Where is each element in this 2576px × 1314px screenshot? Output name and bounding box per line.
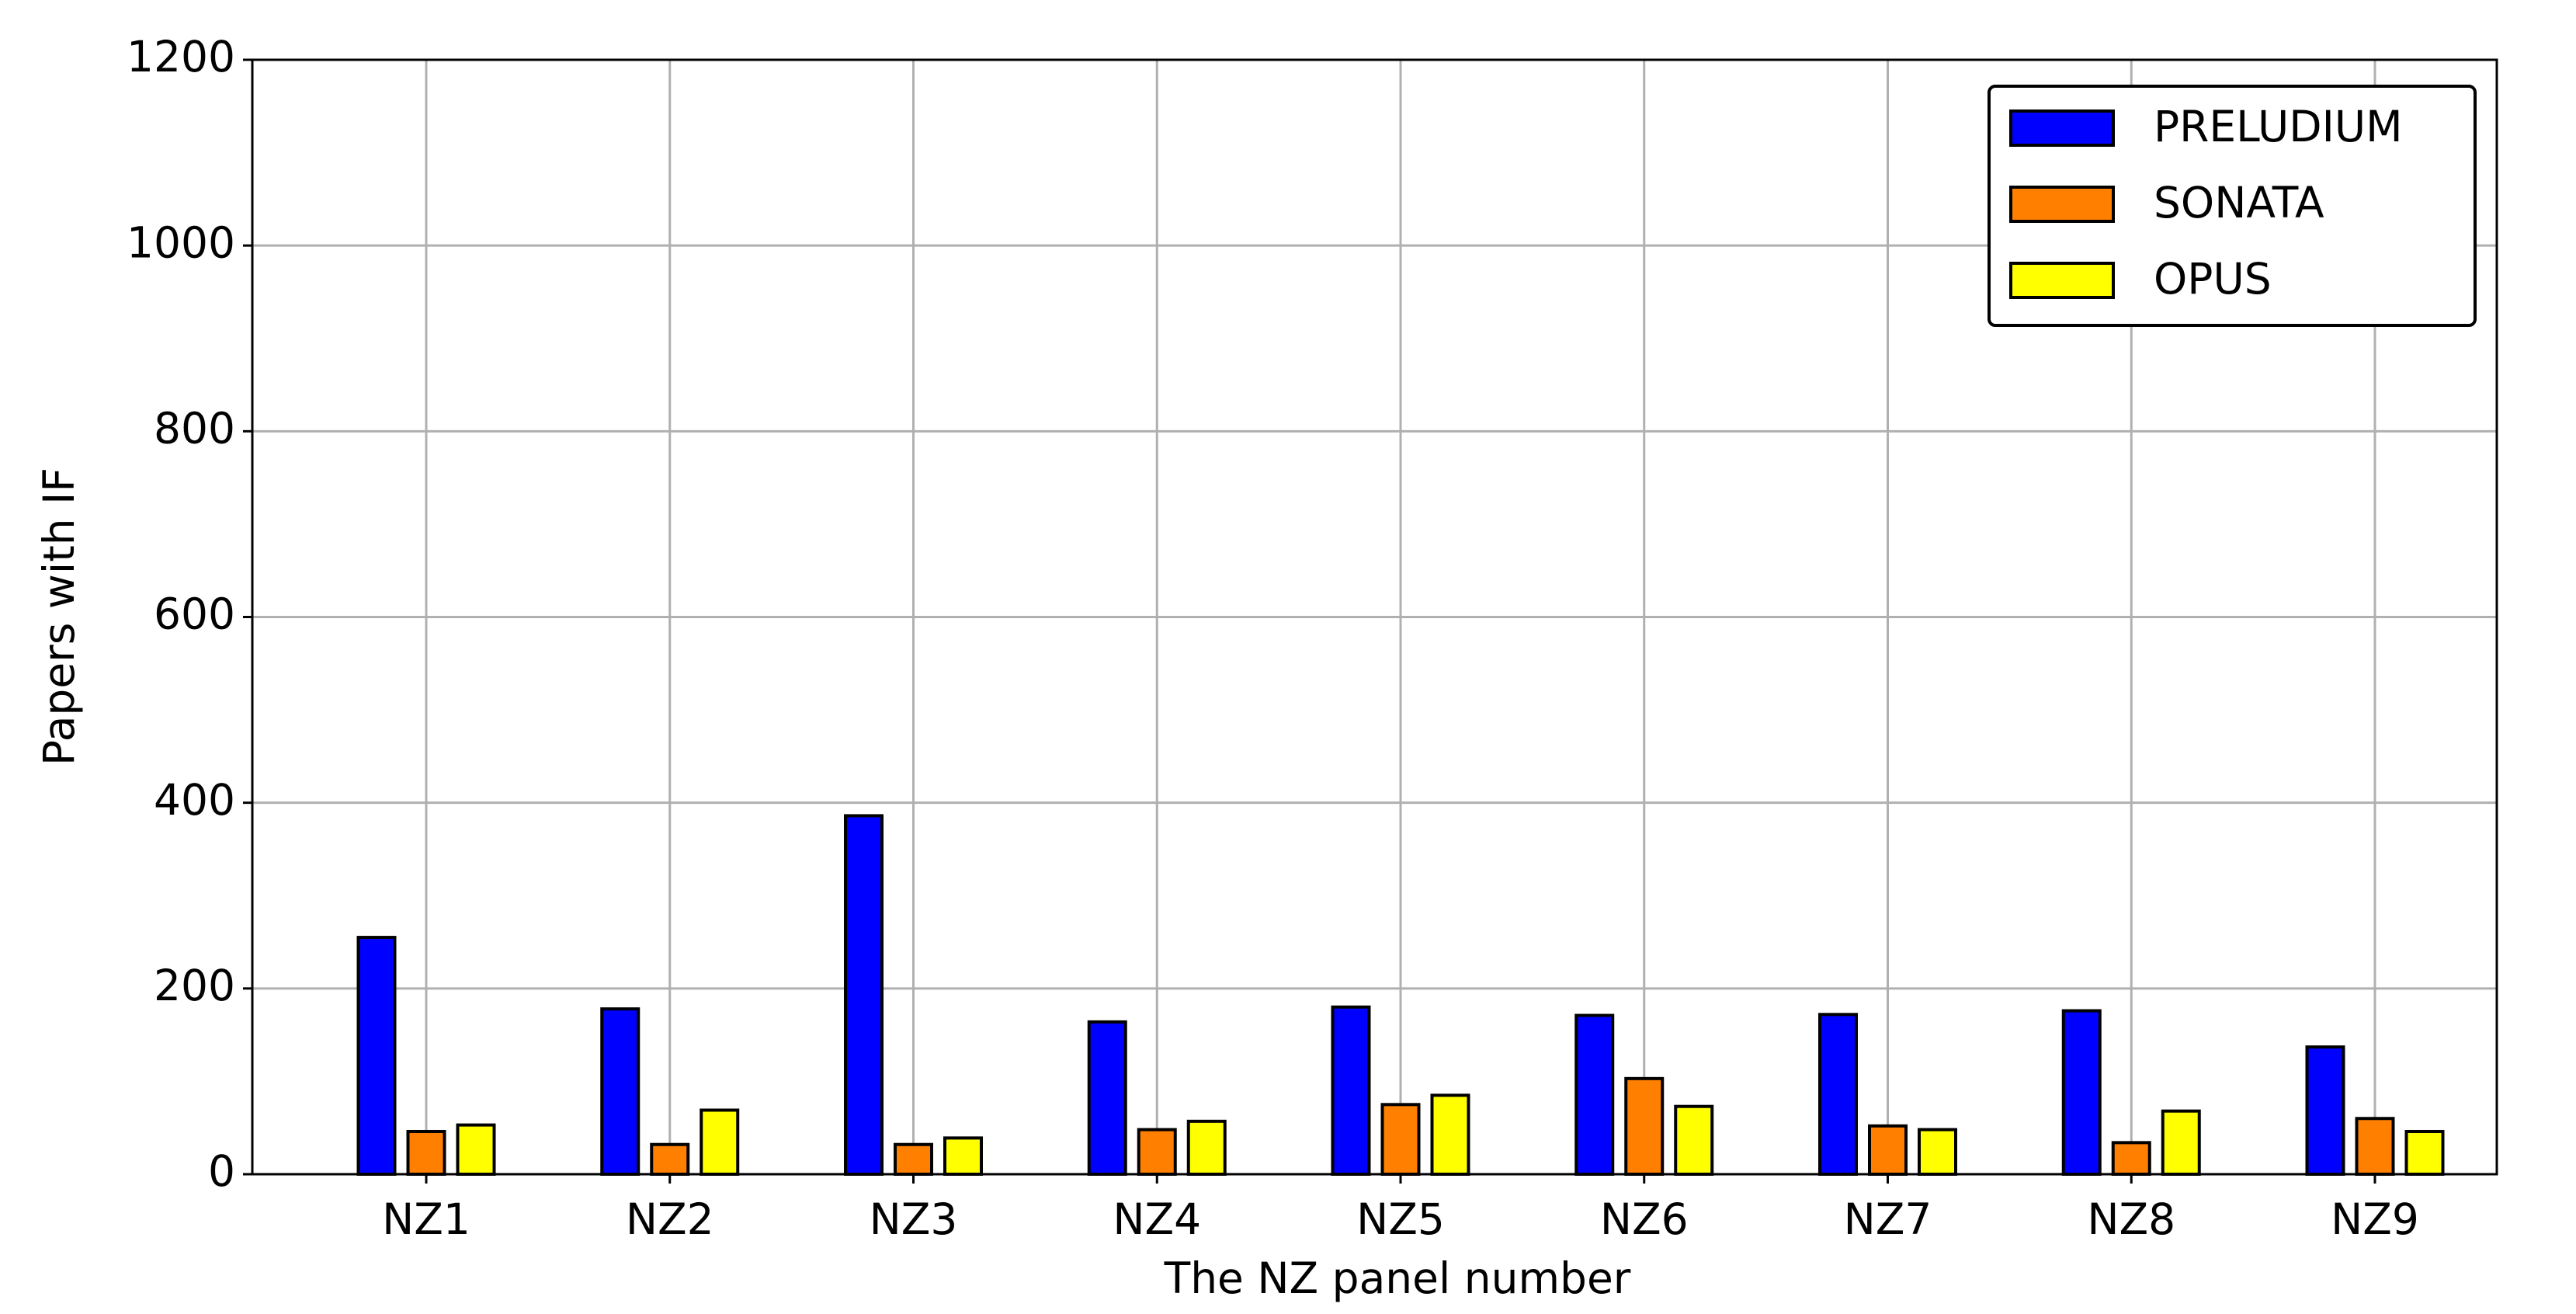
bar bbox=[2161, 1109, 2201, 1177]
bar bbox=[1331, 1005, 1371, 1176]
legend-swatch bbox=[2009, 110, 2115, 147]
bar bbox=[2111, 1141, 2151, 1177]
y-tick-label: 600 bbox=[154, 589, 235, 639]
bar bbox=[1186, 1119, 1227, 1177]
bar bbox=[456, 1123, 496, 1177]
x-tick-label: NZ9 bbox=[2331, 1194, 2419, 1244]
bar bbox=[406, 1129, 446, 1177]
bar bbox=[1624, 1076, 1665, 1177]
x-tick-label: NZ7 bbox=[1844, 1194, 1932, 1244]
bar bbox=[1574, 1013, 1615, 1176]
x-axis-label: The NZ panel number bbox=[1164, 1253, 1631, 1303]
y-tick-label: 1200 bbox=[127, 32, 235, 82]
bar bbox=[943, 1136, 983, 1177]
bar bbox=[2355, 1117, 2395, 1176]
bar bbox=[1868, 1124, 1908, 1176]
legend-label: OPUS bbox=[2154, 254, 2272, 304]
legend-swatch bbox=[2009, 186, 2115, 223]
legend-swatch bbox=[2009, 262, 2115, 299]
bar bbox=[356, 936, 397, 1176]
x-tick-label: NZ3 bbox=[870, 1194, 958, 1244]
plot-frame bbox=[251, 58, 2498, 1176]
y-tick-label: 800 bbox=[154, 403, 235, 453]
x-tick-label: NZ5 bbox=[1356, 1194, 1445, 1244]
legend-label: SONATA bbox=[2154, 178, 2324, 228]
bar bbox=[1380, 1103, 1421, 1176]
bar bbox=[1137, 1128, 1177, 1176]
legend-label: PRELUDIUM bbox=[2154, 102, 2403, 151]
y-tick-label: 400 bbox=[154, 775, 235, 825]
bar bbox=[2404, 1129, 2445, 1177]
bar bbox=[700, 1108, 740, 1177]
bar bbox=[600, 1007, 641, 1177]
bar bbox=[1818, 1013, 1858, 1176]
bar bbox=[650, 1142, 690, 1176]
x-tick-label: NZ6 bbox=[1600, 1194, 1689, 1244]
x-tick-label: NZ4 bbox=[1113, 1194, 1201, 1244]
bar bbox=[894, 1142, 933, 1176]
y-tick-label: 1000 bbox=[127, 217, 235, 267]
bar bbox=[1674, 1104, 1714, 1177]
bar bbox=[844, 814, 884, 1176]
bar bbox=[2305, 1045, 2345, 1176]
bar bbox=[1430, 1093, 1470, 1176]
y-tick-label: 200 bbox=[154, 961, 235, 1010]
y-tick-label: 0 bbox=[208, 1146, 235, 1196]
x-tick-label: NZ1 bbox=[382, 1194, 470, 1244]
bar bbox=[2061, 1009, 2102, 1176]
y-axis-label: Papers with IF bbox=[34, 468, 84, 766]
x-tick-label: NZ8 bbox=[2087, 1194, 2175, 1244]
bar bbox=[1918, 1128, 1957, 1176]
bar bbox=[1087, 1020, 1127, 1176]
x-tick-label: NZ2 bbox=[626, 1194, 714, 1244]
